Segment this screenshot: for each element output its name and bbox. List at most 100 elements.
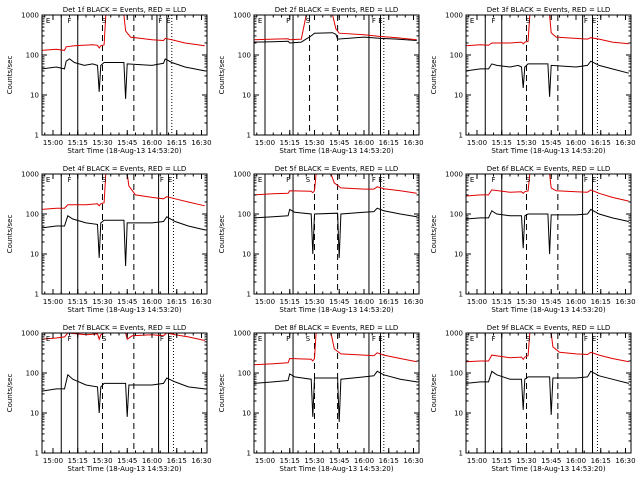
- panel-title: Det 6f BLACK = Events, RED = LLD: [487, 165, 610, 173]
- x-tick-label: 15:15: [68, 457, 88, 465]
- series-lld-line: [254, 174, 417, 196]
- phase-marker: F: [158, 17, 162, 25]
- phase-marker: S: [306, 335, 311, 343]
- y-tick-label: 1000: [21, 171, 39, 179]
- phase-marker: E: [46, 335, 50, 343]
- series-lld-line: [254, 15, 417, 41]
- plot-frame: [253, 14, 420, 136]
- y-tick-label: 1: [35, 132, 39, 140]
- phase-marker: S: [526, 176, 531, 184]
- x-tick-label: 15:00: [43, 298, 63, 306]
- panel-title: Det 8f BLACK = Events, RED = LLD: [275, 324, 398, 332]
- y-tick-label: 1: [35, 291, 39, 299]
- y-tick-label: 10: [454, 410, 463, 418]
- y-tick-label: 1: [247, 291, 251, 299]
- x-tick-label: 16:30: [191, 298, 211, 306]
- plot-frame: [41, 173, 208, 295]
- x-tick-label: 16:15: [591, 457, 611, 465]
- series-lld-line: [466, 333, 629, 363]
- plot-frame: [41, 14, 208, 136]
- x-tick-label: 16:00: [354, 139, 374, 147]
- x-tick-label: 15:30: [516, 457, 536, 465]
- x-tick-label: 16:00: [142, 457, 162, 465]
- y-axis-label: Counts/sec: [218, 56, 226, 95]
- phase-marker: F: [584, 176, 588, 184]
- x-tick-label: 16:15: [167, 139, 187, 147]
- x-tick-label: 15:15: [68, 139, 88, 147]
- y-axis-label: Counts/sec: [6, 215, 14, 254]
- x-tick-label: 16:15: [379, 298, 399, 306]
- x-tick-label: 15:30: [304, 457, 324, 465]
- phase-marker: E: [378, 17, 382, 25]
- x-tick-label: 16:00: [142, 139, 162, 147]
- y-tick-label: 100: [26, 370, 39, 378]
- x-tick-label: 16:15: [591, 139, 611, 147]
- series-events-line: [254, 207, 417, 258]
- x-tick-label: 15:45: [329, 457, 349, 465]
- phase-marker: S: [306, 176, 311, 184]
- x-tick-label: 16:15: [167, 298, 187, 306]
- x-axis-label: Start Time (18-Aug-13 14:53:20): [67, 465, 181, 473]
- y-tick-label: 10: [242, 92, 251, 100]
- phase-marker: F: [286, 335, 290, 343]
- y-tick-label: 10: [242, 410, 251, 418]
- x-tick-label: 16:30: [403, 298, 423, 306]
- phase-marker: E: [592, 176, 596, 184]
- x-tick-label: 15:15: [492, 298, 512, 306]
- y-tick-label: 100: [238, 211, 251, 219]
- phase-marker: E: [258, 335, 262, 343]
- y-tick-label: 1: [459, 291, 463, 299]
- phase-marker: F: [584, 335, 588, 343]
- x-tick-label: 15:45: [329, 139, 349, 147]
- series-events-line: [466, 208, 629, 255]
- x-tick-label: 16:30: [615, 139, 635, 147]
- y-tick-label: 1: [35, 450, 39, 458]
- y-tick-label: 1000: [21, 330, 39, 338]
- x-tick-label: 15:15: [68, 298, 88, 306]
- panel-title: Det 9f BLACK = Events, RED = LLD: [487, 324, 610, 332]
- series-events-line: [42, 58, 205, 99]
- y-axis-label: Counts/sec: [218, 215, 226, 254]
- panel-title: Det 1f BLACK = Events, RED = LLD: [63, 6, 186, 14]
- panel-title: Det 7f BLACK = Events, RED = LLD: [63, 324, 186, 332]
- x-tick-label: 16:30: [403, 139, 423, 147]
- y-tick-label: 10: [30, 251, 39, 259]
- x-tick-label: 16:15: [167, 457, 187, 465]
- x-tick-label: 15:00: [467, 298, 487, 306]
- phase-marker: F: [160, 335, 164, 343]
- x-tick-label: 15:30: [516, 139, 536, 147]
- x-tick-label: 15:45: [117, 298, 137, 306]
- x-tick-label: 15:30: [92, 457, 112, 465]
- y-tick-label: 10: [454, 251, 463, 259]
- x-tick-label: 15:45: [117, 457, 137, 465]
- y-tick-label: 1000: [233, 171, 251, 179]
- series-events-line: [254, 370, 417, 422]
- phase-marker: S: [102, 17, 107, 25]
- y-tick-label: 1: [247, 132, 251, 140]
- x-tick-label: 16:30: [615, 457, 635, 465]
- phase-marker: E: [166, 17, 170, 25]
- x-tick-label: 16:15: [379, 139, 399, 147]
- phase-marker: E: [378, 176, 382, 184]
- x-tick-label: 15:00: [467, 139, 487, 147]
- y-axis-label: Counts/sec: [6, 374, 14, 413]
- y-tick-label: 1: [247, 450, 251, 458]
- x-tick-label: 15:15: [280, 139, 300, 147]
- y-tick-label: 100: [26, 52, 39, 60]
- x-axis-label: Start Time (18-Aug-13 14:53:20): [67, 147, 181, 155]
- x-tick-label: 15:15: [280, 298, 300, 306]
- series-events-line: [466, 370, 629, 415]
- phase-marker: E: [46, 17, 50, 25]
- phase-marker: E: [592, 17, 596, 25]
- phase-marker: F: [491, 17, 495, 25]
- phase-marker: F: [372, 176, 376, 184]
- x-tick-label: 15:00: [43, 139, 63, 147]
- plot-frame: [465, 14, 632, 136]
